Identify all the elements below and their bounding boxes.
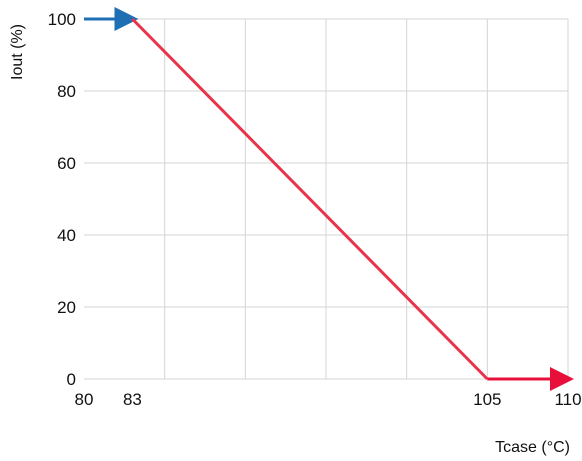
y-tick-label: 20 [57,298,76,317]
y-tick-label: 40 [57,226,76,245]
x-tick-label: 80 [75,390,94,409]
x-tick-label: 105 [473,390,501,409]
y-tick-label: 0 [67,370,76,389]
y-tick-label: 100 [48,10,76,29]
gridlines [84,19,568,379]
series-line-2 [132,19,487,379]
y-tick-label: 60 [57,154,76,173]
x-tick-label: 83 [123,390,142,409]
y-axis-title: Iout (%) [9,24,26,80]
tick-labels: 0 20 40 60 80 100 80 83 105 110 [48,10,582,409]
x-tick-label: 110 [554,390,581,409]
y-tick-label: 80 [57,82,76,101]
x-axis-title: Tcase (°C) [495,439,570,456]
